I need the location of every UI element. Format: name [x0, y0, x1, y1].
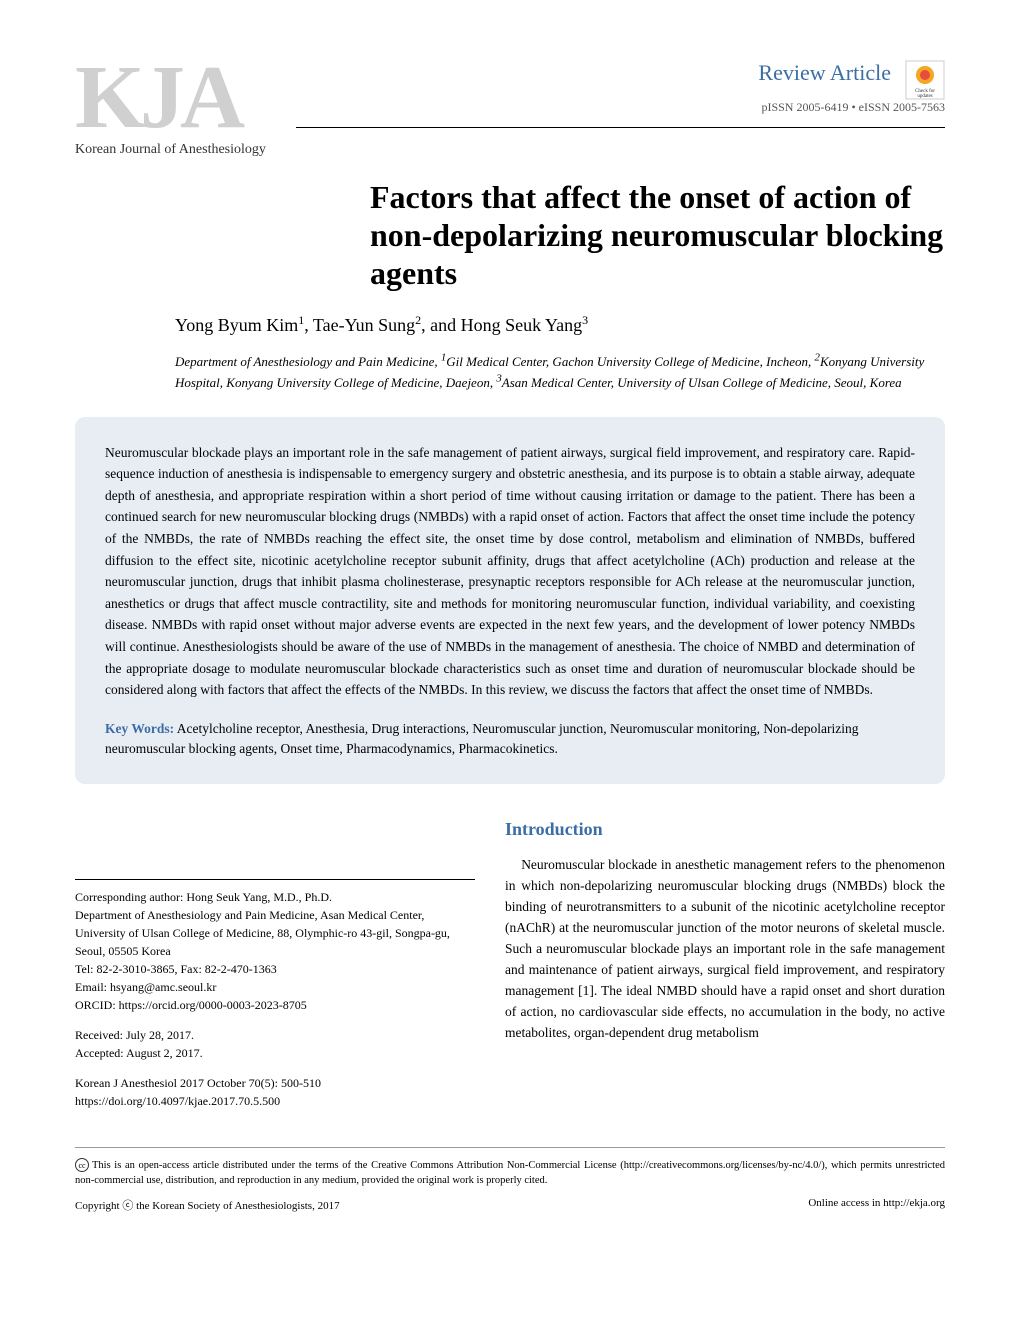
corresponding-author: Corresponding author: Hong Seuk Yang, M.…: [75, 888, 475, 906]
authors-block: Yong Byum Kim1, Tae-Yun Sung2, and Hong …: [175, 313, 945, 392]
title-block: Factors that affect the onset of action …: [370, 178, 945, 313]
corresponding-email: Email: hsyang@amc.seoul.kr: [75, 978, 475, 996]
online-access: Online access in http://ekja.org: [808, 1197, 945, 1213]
citation: Korean J Anesthesiol 2017 October 70(5):…: [75, 1074, 475, 1092]
logo-block: KJA Korean Journal of Anesthesiology: [75, 60, 266, 158]
title-row: Factors that affect the onset of action …: [75, 178, 945, 313]
correspondence-block: Corresponding author: Hong Seuk Yang, M.…: [75, 888, 475, 1014]
header-row: KJA Korean Journal of Anesthesiology Rev…: [75, 60, 945, 158]
accepted-date: Accepted: August 2, 2017.: [75, 1044, 475, 1062]
keywords-line: Key Words: Acetylcholine receptor, Anest…: [105, 719, 915, 760]
corresponding-address: Department of Anesthesiology and Pain Me…: [75, 906, 475, 960]
header-divider: [296, 127, 945, 128]
correspondence-column: Corresponding author: Hong Seuk Yang, M.…: [75, 819, 475, 1122]
license-text: This is an open-access article distribut…: [75, 1160, 945, 1186]
check-updates-icon[interactable]: Check for updates: [905, 60, 945, 100]
correspondence-divider: [75, 879, 475, 880]
journal-name: Korean Journal of Anesthesiology: [75, 142, 266, 158]
introduction-text: Neuromuscular blockade in anesthetic man…: [505, 855, 945, 1043]
corresponding-orcid: ORCID: https://orcid.org/0000-0003-2023-…: [75, 996, 475, 1014]
dates-block: Received: July 28, 2017. Accepted: Augus…: [75, 1026, 475, 1062]
svg-text:updates: updates: [917, 94, 932, 99]
header-right: Review Article Check for updates pISSN 2…: [296, 60, 945, 143]
abstract-text: Neuromuscular blockade plays an importan…: [105, 442, 915, 701]
cc-icon: cc: [75, 1158, 89, 1172]
footer-bottom: Copyright ⓒ the Korean Society of Anesth…: [75, 1197, 945, 1213]
keywords-text: Acetylcholine receptor, Anesthesia, Drug…: [105, 721, 859, 756]
keywords-label: Key Words:: [105, 721, 174, 736]
corresponding-tel: Tel: 82-2-3010-3865, Fax: 82-2-470-1363: [75, 960, 475, 978]
journal-logo: KJA: [75, 60, 266, 137]
article-type: Review Article: [758, 60, 891, 85]
abstract-box: Neuromuscular blockade plays an importan…: [75, 417, 945, 785]
license-footer: ccThis is an open-access article distrib…: [75, 1147, 945, 1188]
introduction-heading: Introduction: [505, 819, 945, 840]
article-title: Factors that affect the onset of action …: [370, 178, 945, 293]
lower-columns: Corresponding author: Hong Seuk Yang, M.…: [75, 819, 945, 1122]
authors-line: Yong Byum Kim1, Tae-Yun Sung2, and Hong …: [175, 313, 945, 336]
doi: https://doi.org/10.4097/kjae.2017.70.5.5…: [75, 1092, 475, 1110]
issn-line: pISSN 2005-6419 • eISSN 2005-7563: [296, 100, 945, 115]
affiliations: Department of Anesthesiology and Pain Me…: [175, 351, 945, 392]
introduction-column: Introduction Neuromuscular blockade in a…: [505, 819, 945, 1122]
received-date: Received: July 28, 2017.: [75, 1026, 475, 1044]
copyright: Copyright ⓒ the Korean Society of Anesth…: [75, 1197, 340, 1213]
citation-block: Korean J Anesthesiol 2017 October 70(5):…: [75, 1074, 475, 1110]
